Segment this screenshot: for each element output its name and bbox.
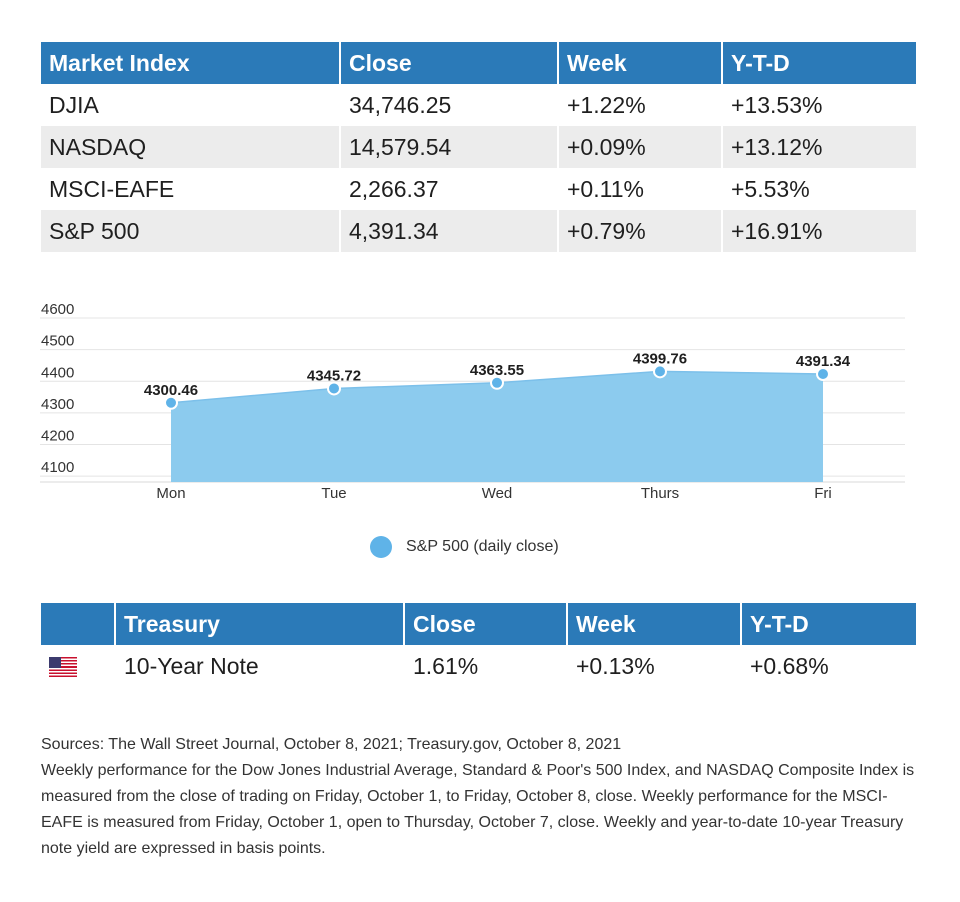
index-week: +0.09% [559,126,723,168]
market-index-table: Market Index Close Week Y-T-D DJIA 34,74… [41,42,916,252]
x-tick-label: Mon [156,485,185,502]
footnotes: Sources: The Wall Street Journal, Octobe… [41,732,921,862]
series-area [171,371,823,482]
header-market-index: Market Index [41,42,341,84]
y-tick-label: 4600 [41,301,74,318]
index-week: +0.79% [559,210,723,252]
header-week: Week [568,603,742,645]
chart-legend: S&P 500 (daily close) [370,535,559,559]
header-flag [41,603,116,645]
header-ytd: Y-T-D [742,603,916,645]
treasury-table-header-row: Treasury Close Week Y-T-D [41,603,916,645]
methodology-text: Weekly performance for the Dow Jones Ind… [41,762,915,857]
index-week: +0.11% [559,168,723,210]
data-point [816,367,830,382]
us-flag-icon [49,657,77,678]
index-week: +1.22% [559,84,723,126]
data-label: 4345.72 [307,367,361,384]
data-label: 4363.55 [470,362,524,379]
index-ytd: +5.53% [731,175,810,202]
data-point [327,381,341,396]
flag-cell [41,645,116,687]
sources-text: Sources: The Wall Street Journal, Octobe… [41,736,622,753]
index-close: 34,746.25 [341,84,559,126]
index-close: 4,391.34 [341,210,559,252]
index-ytd: +13.12% [723,126,916,168]
table-row: S&P 500 4,391.34 +0.79% +16.91% [41,210,916,252]
table-row: 10-Year Note 1.61% +0.13% +0.68% [41,645,916,687]
header-ytd: Y-T-D [723,42,916,84]
index-name: MSCI-EAFE [41,168,341,210]
table-row: NASDAQ 14,579.54 +0.09% +13.12% [41,126,916,168]
header-week: Week [559,42,723,84]
table-row: DJIA 34,746.25 +1.22% +13.53% [41,84,916,126]
index-name: NASDAQ [41,126,341,168]
header-close: Close [405,603,568,645]
data-point [490,375,504,390]
data-point [653,364,667,379]
legend-marker-icon [370,536,392,558]
treasury-week: +0.13% [568,645,742,687]
index-ytd: +16.91% [723,210,916,252]
treasury-name: 10-Year Note [116,645,405,687]
y-tick-label: 4100 [41,459,74,476]
index-ytd: +13.53% [731,91,823,118]
data-point [164,395,178,410]
x-tick-label: Wed [482,485,513,502]
index-name: S&P 500 [41,210,341,252]
table-row: MSCI-EAFE 2,266.37 +0.11% +5.53% [41,168,916,210]
x-tick-label: Fri [814,485,832,502]
header-close: Close [341,42,559,84]
market-table-header-row: Market Index Close Week Y-T-D [41,42,916,84]
y-tick-label: 4500 [41,333,74,350]
data-label: 4399.76 [633,350,687,367]
x-tick-label: Thurs [641,485,679,502]
data-label: 4300.46 [144,382,198,399]
index-name: DJIA [41,84,341,126]
y-tick-label: 4300 [41,396,74,413]
treasury-close: 1.61% [405,645,568,687]
index-close: 14,579.54 [341,126,559,168]
y-tick-label: 4200 [41,428,74,445]
sp500-area-chart: 4100 4200 4300 4400 4500 4600 4300.46 Mon 4345.7… [40,301,905,502]
index-close: 2,266.37 [341,168,559,210]
treasury-ytd: +0.68% [750,652,829,679]
y-tick-label: 4400 [41,364,74,381]
legend-label: S&P 500 (daily close) [406,538,559,555]
header-treasury: Treasury [116,603,405,645]
x-tick-label: Tue [321,485,346,502]
data-label: 4391.34 [796,353,851,370]
treasury-table: Treasury Close Week Y-T-D 10-Year Note 1… [41,603,916,687]
